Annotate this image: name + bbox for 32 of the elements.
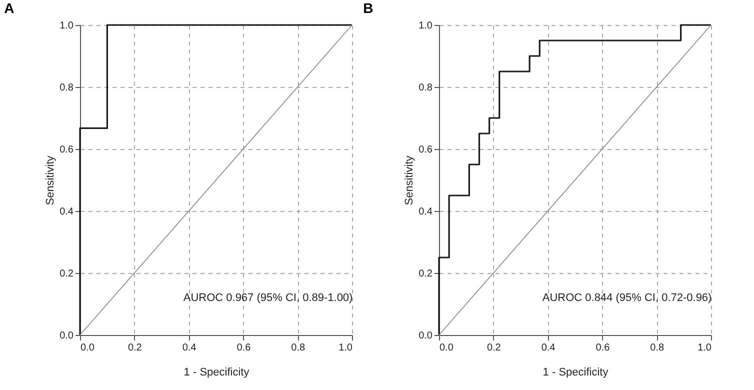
- y-tick-label: 1.0: [60, 20, 74, 32]
- x-tick-label: 0.2: [486, 342, 502, 354]
- x-axis-title: 1 - Specificity: [542, 366, 609, 378]
- x-tick-label: 0.4: [182, 342, 197, 354]
- x-tick-label: 0.6: [236, 342, 252, 354]
- y-tick-label: 0.6: [418, 144, 433, 156]
- x-tick-label: 1.0: [698, 342, 712, 354]
- y-axis-title: Sensitivity: [44, 155, 57, 206]
- annotation: AUROC 0.967 (95% CI, 0.89-1.00): [183, 292, 353, 304]
- y-tick-label: 0.0: [418, 330, 433, 342]
- x-tick-label: 0.6: [596, 342, 610, 354]
- x-tick-label: 1.0: [338, 342, 353, 354]
- y-tick-label: 0.4: [60, 206, 74, 218]
- y-tick-label: 0.8: [60, 82, 74, 94]
- x-tick-label: 0.0: [440, 342, 454, 354]
- x-tick-label: 0.0: [80, 342, 95, 354]
- x-tick-label: 0.8: [650, 342, 664, 354]
- y-tick-label: 1.0: [418, 20, 433, 32]
- x-tick-label: 0.2: [128, 342, 142, 354]
- y-tick-label: 0.0: [60, 330, 74, 342]
- y-tick-label: 0.8: [418, 82, 433, 94]
- y-tick-label: 0.6: [60, 144, 74, 156]
- chart-title: A: [4, 0, 14, 16]
- annotation: AUROC 0.844 (95% CI, 0.72-0.96): [542, 292, 712, 304]
- y-tick-label: 0.2: [418, 268, 433, 280]
- y-tick-label: 0.4: [418, 206, 433, 218]
- x-tick-label: 0.4: [541, 342, 556, 354]
- x-axis-title: 1 - Specificity: [184, 366, 250, 378]
- chart-title: B: [363, 0, 374, 16]
- y-tick-label: 0.2: [60, 268, 74, 280]
- y-axis-title: Sensitivity: [404, 155, 416, 206]
- x-tick-label: 0.8: [291, 342, 306, 354]
